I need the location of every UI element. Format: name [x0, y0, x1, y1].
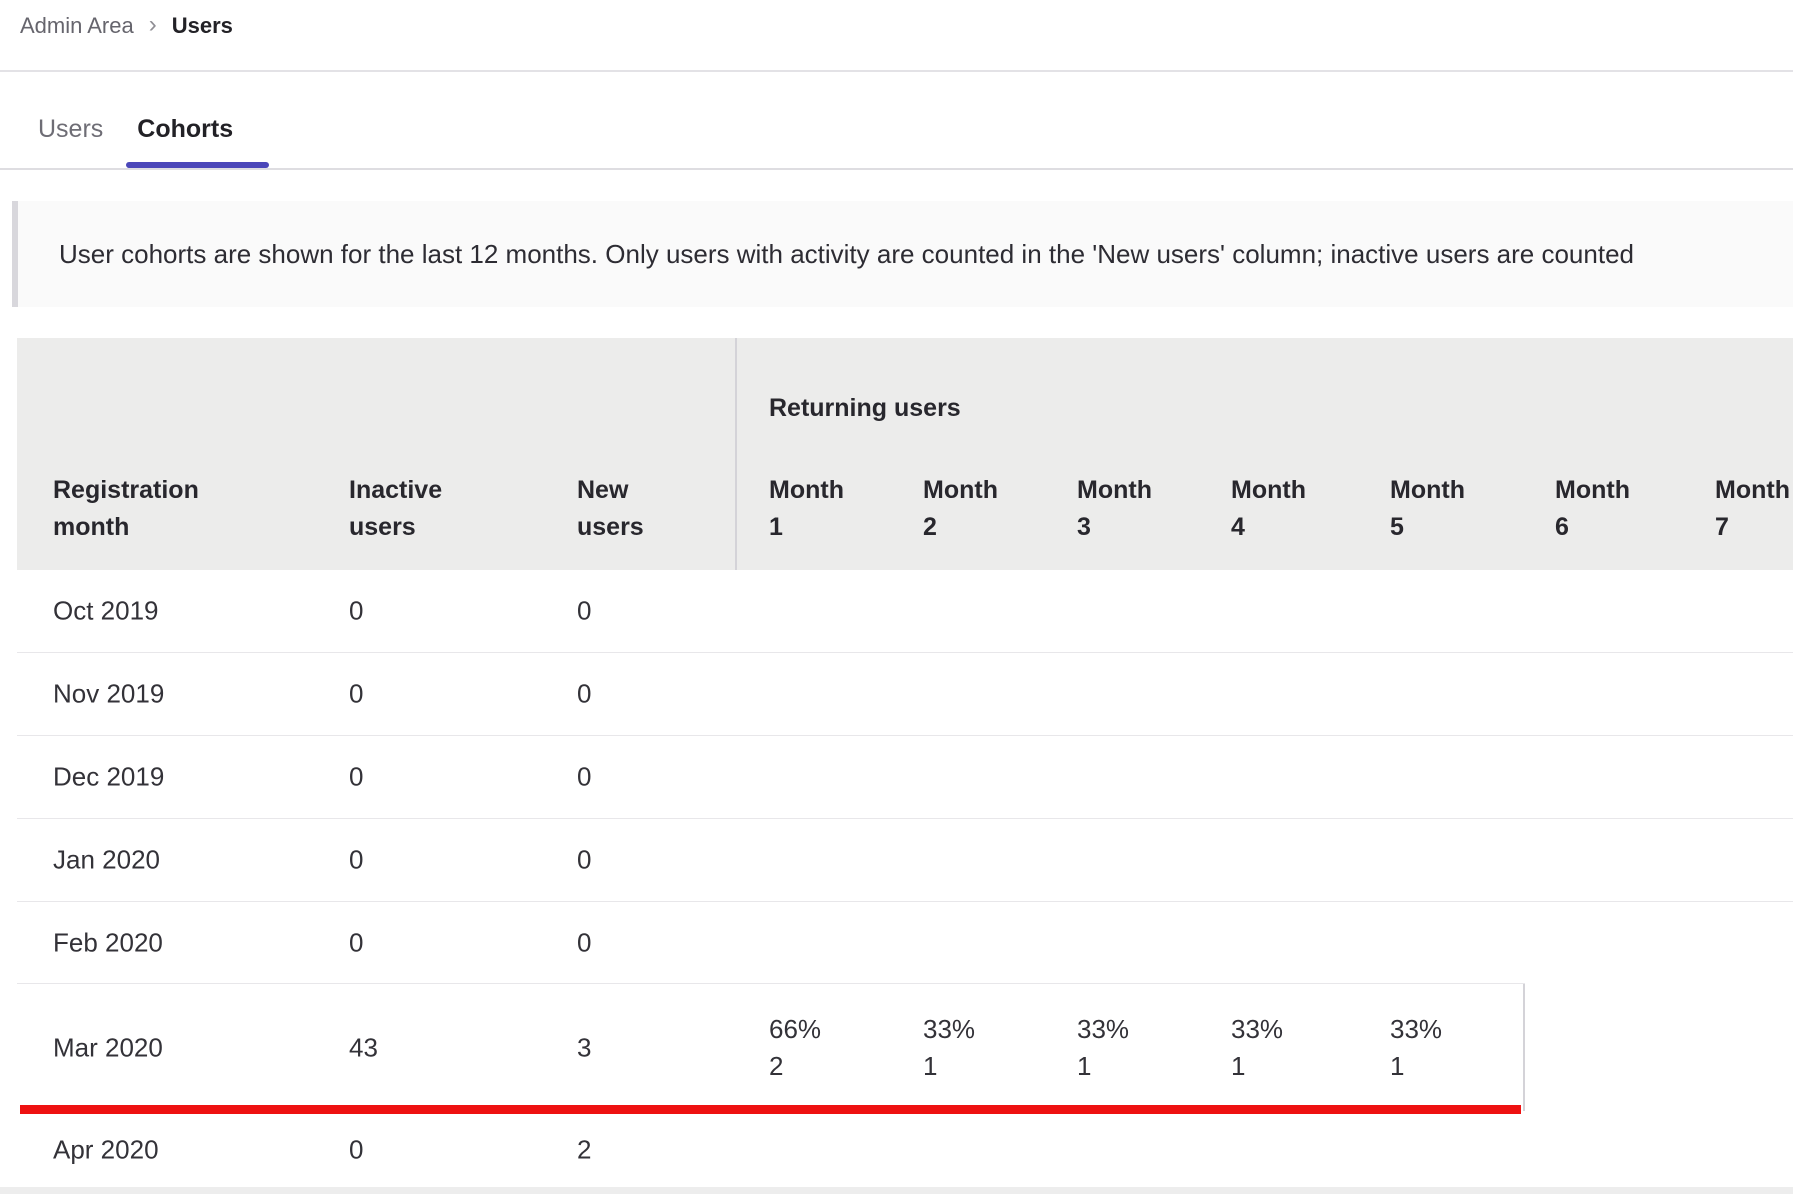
column-header-line: Month [1231, 476, 1306, 504]
column-header-line: 6 [1555, 513, 1569, 541]
column-header-line: Inactive [349, 476, 443, 504]
column-header-month-5: Month 5 [1390, 472, 1465, 546]
cell-new-users: 0 [577, 678, 592, 709]
retention-count: 1 [923, 1050, 938, 1081]
cell-month-3: 33% 1 [1077, 1011, 1129, 1085]
column-header-line: Month [769, 476, 844, 504]
table-header: Returning users Registration month Inact… [17, 338, 1793, 570]
retention-percent: 33% [1231, 1013, 1284, 1044]
column-header-month-3: Month 3 [1077, 472, 1152, 546]
column-header-line: Month [1077, 476, 1152, 504]
column-header-month-2: Month 2 [923, 472, 998, 546]
cell-registration-month: Oct 2019 [53, 595, 159, 626]
retention-percent: 33% [1390, 1013, 1443, 1044]
tab-users[interactable]: Users [38, 114, 104, 143]
info-banner-text: User cohorts are shown for the last 12 m… [59, 238, 1634, 269]
retention-percent: 66% [769, 1013, 822, 1044]
breadcrumb-link-admin-area[interactable]: Admin Area [20, 13, 134, 38]
cell-inactive-users: 0 [349, 1134, 364, 1164]
cell-registration-month: Jan 2020 [53, 844, 160, 875]
column-header-line: 5 [1390, 513, 1404, 541]
cell-registration-month: Nov 2019 [53, 678, 165, 709]
cell-new-users: 2 [577, 1134, 592, 1164]
cell-inactive-users: 0 [349, 927, 364, 958]
cell-month-2: 33% 1 [923, 1011, 975, 1085]
column-header-line: Month [1555, 476, 1630, 504]
table-row: Jan 2020 0 0 [17, 819, 1793, 902]
retention-count: 1 [1390, 1050, 1405, 1081]
table-row: Oct 2019 0 0 [17, 570, 1793, 653]
chevron-right-icon: › [148, 11, 157, 38]
breadcrumb: Admin Area › Users [20, 13, 233, 39]
column-header-line: Registration [53, 476, 199, 504]
column-header-month-6: Month 6 [1555, 472, 1630, 546]
column-header-line: 2 [923, 513, 937, 541]
column-header-line: New [577, 476, 629, 504]
cell-month-4: 33% 1 [1231, 1011, 1283, 1085]
annotation-red-line [20, 1105, 1521, 1114]
column-header-registration-month: Registration month [53, 472, 199, 546]
cell-new-users: 3 [577, 1032, 592, 1062]
column-header-inactive-users: Inactive users [349, 472, 442, 546]
column-header-month-4: Month 4 [1231, 472, 1306, 546]
column-header-line: Month [1390, 476, 1465, 504]
breadcrumb-item-users: Users [171, 13, 233, 38]
cell-registration-month: Feb 2020 [53, 927, 163, 958]
cell-inactive-users: 0 [349, 678, 364, 709]
column-header-line: 3 [1077, 513, 1091, 541]
tab-cohorts[interactable]: Cohorts [137, 114, 234, 143]
column-header-line: users [577, 513, 644, 541]
table-row: Dec 2019 0 0 [17, 736, 1793, 819]
table-body: Oct 2019 0 0 Nov 2019 0 0 Dec 2019 0 0 J… [17, 570, 1793, 1189]
cell-new-users: 0 [577, 927, 592, 958]
column-header-line: 7 [1715, 513, 1729, 541]
table-row: Mar 2020 43 3 66% 2 33% 1 33% 1 33% 1 [17, 984, 1793, 1111]
column-header-line: 4 [1231, 513, 1245, 541]
next-row-partial [0, 1187, 1793, 1194]
tab-bar-divider [0, 168, 1793, 170]
info-banner: User cohorts are shown for the last 12 m… [12, 201, 1793, 307]
retention-count: 1 [1231, 1050, 1246, 1081]
returning-users-group-header: Returning users [769, 394, 961, 422]
cell-inactive-users: 0 [349, 595, 364, 626]
retention-count: 2 [769, 1050, 784, 1081]
cell-new-users: 0 [577, 761, 592, 792]
tab-bar: Users Cohorts [21, 96, 250, 162]
cell-registration-month: Apr 2020 [53, 1134, 159, 1164]
column-header-line: month [53, 513, 130, 541]
row-right-border [1523, 984, 1525, 1111]
cell-new-users: 0 [577, 844, 592, 875]
retention-percent: 33% [1077, 1013, 1130, 1044]
column-header-new-users: New users [577, 472, 644, 546]
cell-new-users: 0 [577, 595, 592, 626]
cell-registration-month: Dec 2019 [53, 761, 165, 792]
column-header-month-1: Month 1 [769, 472, 844, 546]
table-row: Feb 2020 0 0 [17, 902, 1793, 984]
retention-count: 1 [1077, 1050, 1092, 1081]
cell-inactive-users: 43 [349, 1032, 378, 1062]
cell-month-1: 66% 2 [769, 1011, 821, 1085]
active-tab-indicator [126, 162, 269, 168]
column-header-line: Month [1715, 476, 1790, 504]
retention-percent: 33% [923, 1013, 976, 1044]
header-divider [0, 70, 1793, 72]
column-header-line: users [349, 513, 416, 541]
column-header-line: 1 [769, 513, 783, 541]
row-divider-partial [17, 983, 1525, 984]
cell-month-5: 33% 1 [1390, 1011, 1442, 1085]
column-header-month-7: Month 7 [1715, 472, 1790, 546]
cohorts-table: Returning users Registration month Inact… [17, 338, 1793, 1189]
table-row: Apr 2020 0 2 [17, 1111, 1793, 1189]
table-row: Nov 2019 0 0 [17, 653, 1793, 736]
cell-inactive-users: 0 [349, 761, 364, 792]
cell-inactive-users: 0 [349, 844, 364, 875]
cell-registration-month: Mar 2020 [53, 1032, 163, 1062]
column-header-line: Month [923, 476, 998, 504]
